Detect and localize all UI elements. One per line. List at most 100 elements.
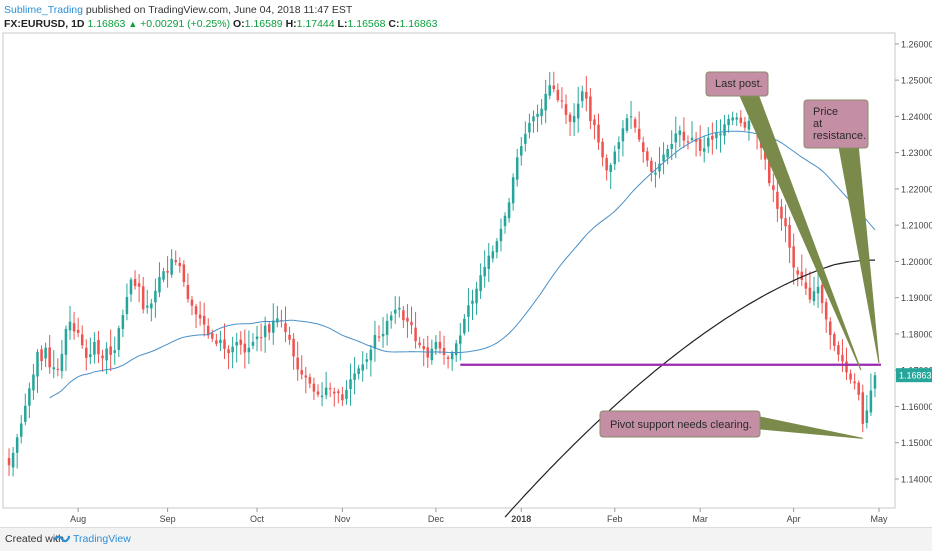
candle-body (723, 124, 726, 136)
candle-body (601, 141, 604, 158)
candle-body (349, 379, 352, 390)
x-tick-label: May (871, 514, 889, 524)
candle-body (540, 108, 543, 117)
candle-body (312, 383, 316, 392)
candle-body (11, 452, 15, 468)
candle-body (434, 341, 438, 349)
candle-body (828, 321, 832, 336)
candle-body (564, 104, 568, 115)
candle-body (544, 93, 547, 111)
candle-body (243, 343, 247, 353)
candle-body (450, 352, 454, 360)
candle-body (865, 410, 869, 423)
candle-body (515, 157, 519, 180)
y-tick-label: 1.20000 (901, 257, 932, 267)
candle-body (410, 321, 413, 326)
candle-body (768, 161, 771, 184)
candle-body (137, 283, 141, 287)
callout-last-post-text: Last post. (715, 78, 763, 90)
candle-body (259, 337, 263, 339)
candle-body (572, 116, 576, 123)
x-tick-label: Sep (160, 514, 176, 524)
candle-body (438, 341, 442, 349)
candle-body (316, 391, 320, 395)
candle-body (593, 119, 596, 126)
candle-body (873, 375, 877, 389)
candle-body (580, 91, 584, 102)
author-link[interactable]: Sublime_Trading (4, 4, 83, 16)
candle-body (861, 392, 865, 424)
y-tick-label: 1.22000 (901, 184, 932, 194)
high-label: H: (285, 18, 297, 30)
candle-body (780, 206, 783, 219)
tradingview-brand[interactable]: TradingView (73, 533, 131, 545)
tradingview-logo-icon[interactable] (54, 532, 70, 546)
candle-body (483, 266, 486, 277)
candle-body (471, 300, 474, 304)
change-value: +0.00291 (+0.25%) (140, 18, 231, 30)
candle-body (812, 291, 816, 302)
candle-body (304, 375, 308, 378)
candle-body (702, 148, 706, 152)
candle-body (32, 374, 35, 391)
candle-body (560, 100, 564, 102)
candle-body (430, 348, 434, 361)
open-value: 1.16589 (244, 18, 283, 30)
candle-body (255, 336, 259, 340)
callout-price-resistance-leader (838, 147, 880, 364)
candle-body (796, 270, 799, 275)
candle-body (89, 354, 92, 358)
candle-body (845, 361, 848, 373)
candle-body (357, 368, 360, 374)
candle-body (690, 137, 694, 141)
candle-body (389, 315, 393, 321)
candle-body (97, 339, 100, 355)
candle-body (735, 117, 739, 120)
callout-price-resistance-text: Price (813, 106, 838, 118)
candle-body (76, 329, 80, 333)
high-value: 1.17444 (296, 18, 335, 30)
candle-body (52, 367, 56, 370)
candle-body (40, 349, 43, 362)
candle-body (548, 85, 551, 96)
candle-body (341, 394, 344, 401)
moving-average-slow (504, 259, 875, 518)
close-value: 1.16863 (399, 18, 438, 30)
candle-body (833, 334, 836, 346)
candle-body (800, 271, 804, 280)
candle-body (170, 258, 173, 275)
candle-body (698, 138, 702, 151)
candle-body (68, 321, 72, 331)
y-tick-label: 1.25000 (901, 76, 932, 86)
candle-body (154, 290, 157, 303)
candle-body (820, 285, 824, 304)
last-price: 1.16863 (87, 18, 126, 30)
candle-body (454, 343, 458, 356)
candle-body (178, 262, 182, 267)
candle-body (772, 185, 775, 191)
candle-body (324, 387, 328, 396)
candle-body (141, 286, 145, 310)
candle-body (393, 309, 397, 314)
y-tick-label: 1.15000 (901, 438, 932, 448)
candle-body (637, 128, 641, 140)
candle-body (72, 323, 76, 332)
y-tick-label: 1.23000 (901, 148, 932, 158)
candle-body (129, 279, 133, 295)
candle-body (48, 347, 51, 368)
candle-body (552, 85, 556, 90)
x-tick-label: 2018 (511, 514, 531, 524)
candle-body (837, 345, 840, 355)
candle-body (85, 347, 88, 358)
candle-body (402, 310, 405, 321)
candle-body (650, 160, 653, 172)
candle-body (442, 347, 446, 355)
candle-body (503, 215, 507, 227)
current-price-label: 1.16863 (899, 371, 932, 381)
price-chart[interactable]: 1.26000 1.25000 1.24000 1.23000 1.22000 1.210… (0, 0, 932, 527)
candle-body (361, 364, 364, 371)
candle-body (105, 348, 108, 361)
candle-body (536, 113, 539, 117)
candle-body (853, 381, 856, 384)
candle-body (406, 317, 409, 322)
